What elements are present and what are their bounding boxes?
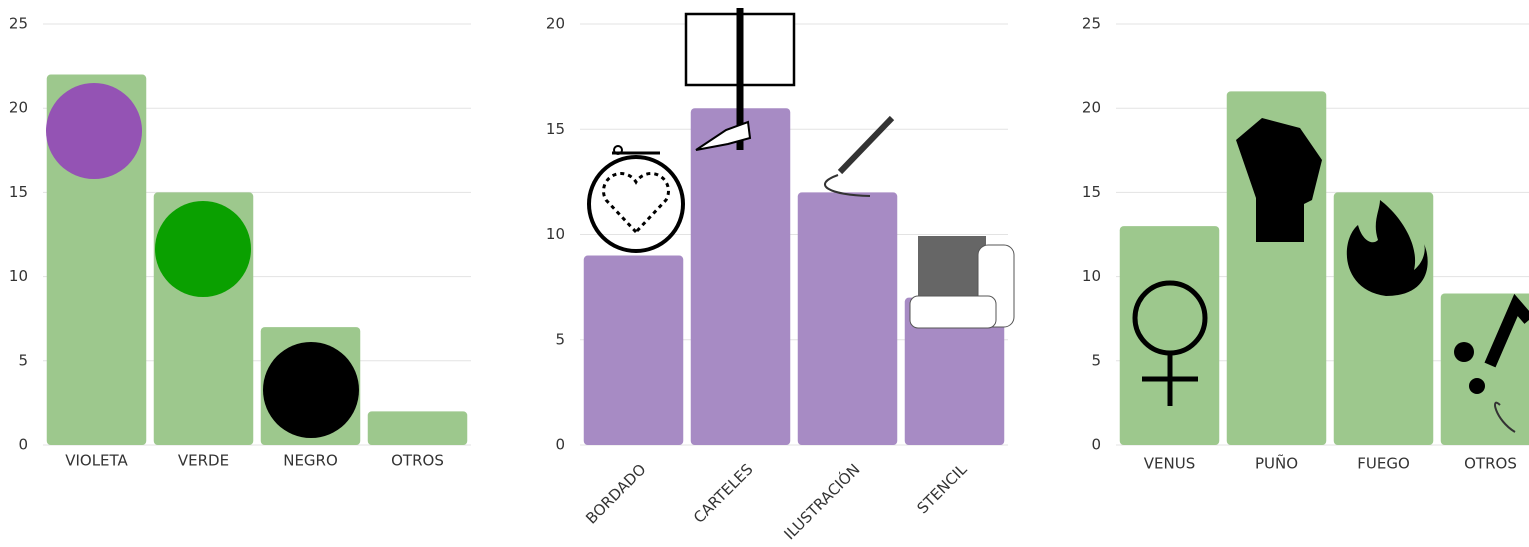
- icon-black-circle: [263, 342, 359, 438]
- bar: [904, 297, 1005, 445]
- x-tick-label: VENUS: [1144, 455, 1195, 473]
- y-tick-label: 20: [1082, 99, 1101, 117]
- y-tick-label: 5: [1091, 351, 1101, 369]
- y-tick-label: 5: [18, 351, 28, 369]
- x-tick-label: ILUSTRACIÓN: [780, 460, 864, 544]
- icon-others: [1454, 293, 1529, 433]
- icon-venus: [1132, 280, 1208, 406]
- icon-embroidery: [587, 145, 685, 253]
- x-tick-label: BORDADO: [582, 460, 649, 527]
- y-tick-label: 5: [555, 330, 565, 348]
- y-tick-label: 10: [546, 225, 565, 243]
- y-tick-label: 0: [1091, 436, 1101, 454]
- y-tick-label: 25: [1082, 15, 1101, 33]
- icon-violet-circle: [46, 83, 142, 179]
- icon-stencil: [909, 236, 1015, 329]
- y-tick-label: 25: [9, 15, 28, 33]
- bar: [1119, 226, 1220, 445]
- y-tick-label: 15: [546, 120, 565, 138]
- y-tick-label: 15: [9, 183, 28, 201]
- y-tick-label: 20: [546, 15, 565, 33]
- x-tick-label: VERDE: [178, 452, 229, 470]
- bar: [583, 255, 684, 445]
- x-tick-label: FUEGO: [1357, 455, 1410, 473]
- y-tick-label: 10: [1082, 267, 1101, 285]
- y-tick-label: 10: [9, 267, 28, 285]
- x-tick-label: CARTELES: [690, 460, 757, 527]
- bar: [690, 108, 791, 445]
- y-tick-label: 0: [18, 436, 28, 454]
- bar: [367, 411, 468, 445]
- y-tick-label: 0: [555, 436, 565, 454]
- x-tick-label: OTROS: [1464, 455, 1517, 473]
- y-tick-label: 15: [1082, 183, 1101, 201]
- x-tick-label: VIOLETA: [65, 452, 128, 470]
- icon-green-circle: [155, 201, 251, 297]
- icon-pen: [824, 115, 895, 197]
- icon-sign: [684, 8, 796, 151]
- icon-fire: [1346, 200, 1428, 296]
- bar: [797, 192, 898, 445]
- x-tick-label: STENCIL: [913, 460, 970, 517]
- y-tick-label: 20: [9, 99, 28, 117]
- decorations: [46, 8, 1529, 438]
- x-tick-label: OTROS: [391, 452, 444, 470]
- x-tick-label: NEGRO: [283, 452, 338, 470]
- x-tick-label: PUÑO: [1255, 454, 1298, 473]
- icon-fist: [1236, 118, 1322, 242]
